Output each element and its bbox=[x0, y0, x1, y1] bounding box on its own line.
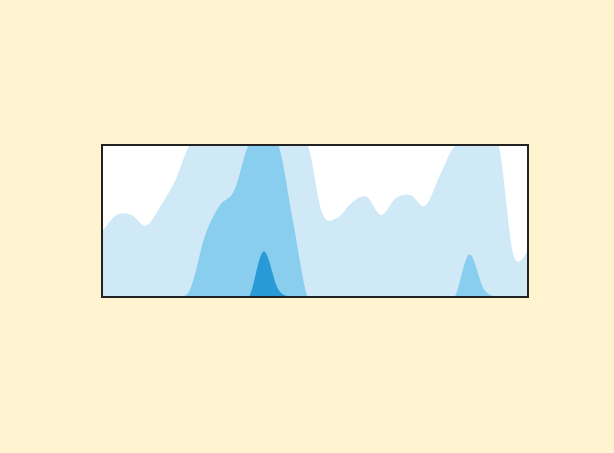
bands bbox=[102, 145, 528, 297]
panel-border bbox=[101, 144, 529, 298]
horizon-band bbox=[102, 145, 528, 297]
